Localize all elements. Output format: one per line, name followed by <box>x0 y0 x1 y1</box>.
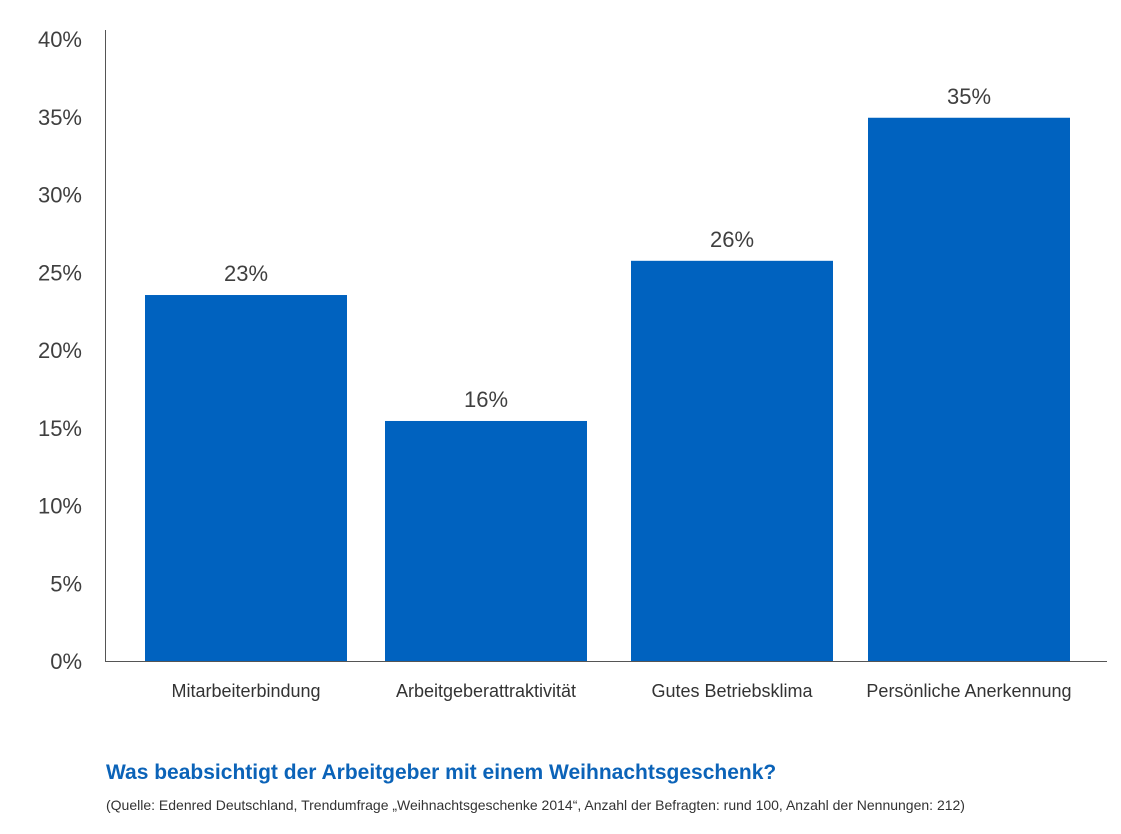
bar <box>868 117 1070 662</box>
y-tick-label: 25% <box>38 260 82 285</box>
bar-chart: 0% 5% 10% 15% 20% 25% 30% 35% 40% 23% Mitarbeiterb… <box>38 27 1107 701</box>
y-tick-label: 35% <box>38 105 82 130</box>
data-label: 26% <box>710 227 754 252</box>
data-label: 35% <box>947 84 991 109</box>
y-tick-label: 5% <box>50 571 82 596</box>
labels-layer: 0% 5% 10% 15% 20% 25% 30% 35% 40% 23% Mitarbeiterb… <box>38 27 1072 701</box>
y-tick-label: 40% <box>38 27 82 52</box>
data-label: 16% <box>464 387 508 412</box>
bar <box>385 420 587 662</box>
y-tick-label: 10% <box>38 494 82 519</box>
y-tick-label: 15% <box>38 416 82 441</box>
bar <box>145 295 347 662</box>
chart-title: Was beabsichtigt der Arbeitgeber mit ein… <box>106 761 777 784</box>
data-label: 23% <box>224 261 268 286</box>
chart-source-note: (Quelle: Edenred Deutschland, Trendumfra… <box>106 797 965 813</box>
y-tick-label: 0% <box>50 649 82 674</box>
bar <box>631 260 833 662</box>
x-tick-label: Persönliche Anerkennung <box>866 681 1071 701</box>
x-tick-label: Arbeitgeberattraktivität <box>396 681 576 701</box>
x-tick-label: Mitarbeiterbindung <box>171 681 320 701</box>
bars-layer <box>145 117 1070 662</box>
y-tick-label: 20% <box>38 338 82 363</box>
y-tick-label: 30% <box>38 183 82 208</box>
x-tick-label: Gutes Betriebsklima <box>651 681 813 701</box>
